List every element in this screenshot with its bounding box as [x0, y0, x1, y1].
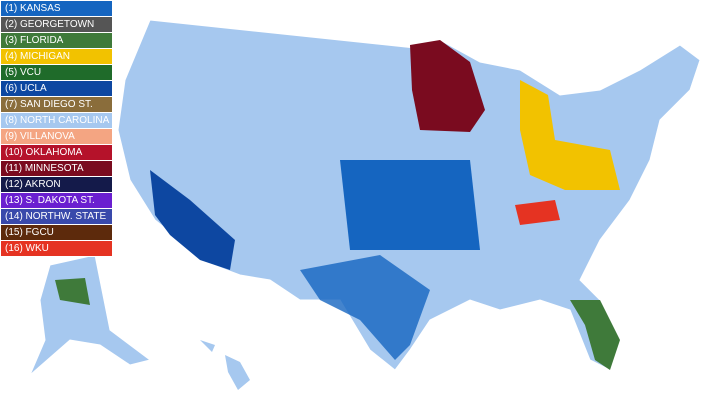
legend-entry: (11) MINNESOTA [1, 161, 112, 177]
legend-entry: (9) VILLANOVA [1, 129, 112, 145]
florida-region [570, 300, 620, 370]
legend-entry: (2) GEORGETOWN [1, 17, 112, 33]
california-region [150, 170, 235, 270]
legend-entry: (4) MICHIGAN [1, 49, 112, 65]
plains-region [340, 160, 480, 250]
legend-entry: (3) FLORIDA [1, 33, 112, 49]
legend-entry: (16) WKU [1, 241, 112, 257]
kentucky-region [515, 200, 560, 225]
legend-entry: (1) KANSAS [1, 1, 112, 17]
legend: (1) KANSAS (2) GEORGETOWN (3) FLORIDA (4) M… [1, 1, 112, 257]
michigan-region [520, 80, 620, 190]
legend-entry: (14) NORTHW. STATE [1, 209, 112, 225]
legend-entry: (6) UCLA [1, 81, 112, 97]
alaska-region [55, 278, 90, 305]
legend-entry: (8) NORTH CAROLINA [1, 113, 112, 129]
minnesota-region [410, 40, 485, 132]
legend-entry: (13) S. DAKOTA ST. [1, 193, 112, 209]
legend-entry: (10) OKLAHOMA [1, 145, 112, 161]
legend-entry: (5) VCU [1, 65, 112, 81]
texas-region [300, 255, 430, 360]
hawaii [200, 340, 250, 390]
legend-entry: (7) SAN DIEGO ST. [1, 97, 112, 113]
alaska [29, 254, 152, 376]
legend-entry: (12) AKRON [1, 177, 112, 193]
legend-entry: (15) FGCU [1, 225, 112, 241]
